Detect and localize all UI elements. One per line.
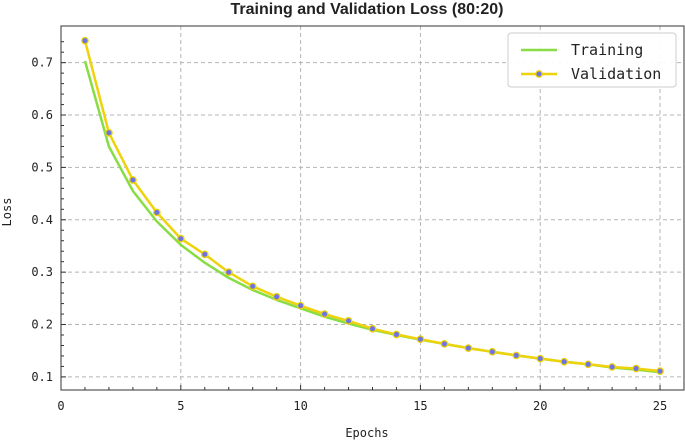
data-point-validation <box>272 292 281 301</box>
data-point-validation <box>176 234 185 243</box>
y-tick-label: 0.2 <box>31 318 53 332</box>
y-tick-label: 0.3 <box>31 265 53 279</box>
data-point-validation <box>105 128 113 137</box>
x-tick-label: 20 <box>533 399 547 413</box>
data-point-validation <box>320 310 329 318</box>
data-point-validation <box>344 317 353 325</box>
data-point-validation <box>368 324 377 333</box>
y-tick-label: 0.4 <box>31 213 53 227</box>
data-point-validation <box>536 354 545 363</box>
legend: Training Validation <box>507 32 677 88</box>
legend-label-validation: Validation <box>571 65 661 83</box>
x-tick-label: 5 <box>177 399 184 413</box>
series-group <box>81 36 664 375</box>
x-tick-label: 15 <box>413 399 427 413</box>
y-tick-label: 0.5 <box>31 160 53 174</box>
data-point-validation <box>296 301 305 310</box>
data-point-validation <box>656 367 664 375</box>
x-tick-label: 0 <box>57 399 64 413</box>
data-point-validation <box>152 208 161 217</box>
data-point-validation <box>512 351 521 360</box>
data-point-validation <box>248 282 257 291</box>
y-tick-label: 0.6 <box>31 108 53 122</box>
axis-ticks: 0 5 10 15 20 25 0.1 0.2 0.3 0.4 0.5 0.6 0.7 <box>31 41 667 413</box>
series-line-validation <box>83 40 661 373</box>
data-point-validation <box>632 364 640 373</box>
data-point-validation <box>584 360 593 369</box>
chart-title: Training and Validation Loss (80:20) <box>231 1 504 18</box>
legend-label-training: Training <box>571 41 643 59</box>
data-point-validation <box>200 250 209 259</box>
y-axis-label: Loss <box>0 198 14 227</box>
x-tick-label: 10 <box>293 399 307 413</box>
data-point-validation <box>224 268 233 277</box>
x-axis-label: Epochs <box>345 426 388 440</box>
data-point-validation <box>81 36 89 45</box>
data-point-validation <box>440 340 449 348</box>
data-point-validation <box>129 176 137 184</box>
data-point-validation <box>464 344 473 352</box>
data-point-validation <box>488 347 497 356</box>
x-tick-label: 25 <box>653 399 667 413</box>
legend-marker <box>535 70 543 78</box>
y-tick-label: 0.1 <box>31 370 53 384</box>
data-point-validation <box>416 335 425 344</box>
data-point-validation <box>560 357 569 366</box>
data-point-validation <box>608 363 616 371</box>
data-point-validation <box>392 330 401 339</box>
y-tick-label: 0.7 <box>31 56 53 70</box>
